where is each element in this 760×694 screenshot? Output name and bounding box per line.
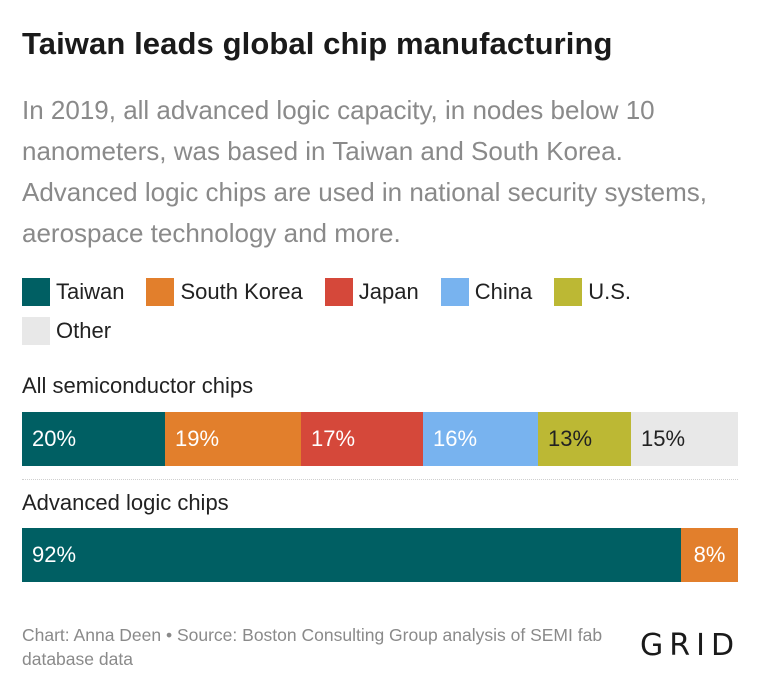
legend-item: U.S. [554,277,631,307]
chart-footer: Chart: Anna Deen • Source: Boston Consul… [22,625,603,669]
legend-swatch [554,278,583,306]
data-label: 20% [32,426,77,451]
grid-logo: GRID [640,628,741,663]
data-label: 13% [548,426,593,451]
bar-title-all-chips: All semiconductor chips [22,373,254,398]
legend-label: Japan [358,279,419,304]
legend-swatch [324,278,353,306]
bar-segment-taiwan: 92% [22,528,681,582]
data-label: 16% [433,426,478,451]
bar-segment-south-korea: 19% [165,412,301,466]
bar-segment-china: 16% [423,412,538,466]
chart-subtitle: In 2019, all advanced logic capacity, in… [22,95,708,248]
bar-segment-other: 15% [631,412,738,466]
bar-all-chips: 20% 19% 17% 16% 13% 15% [22,412,738,466]
legend-item: Japan [324,277,419,307]
bar-segment-south-korea: 8% [681,528,738,582]
data-label: 17% [311,426,356,451]
legend-swatch [440,278,469,306]
data-label: 15% [641,426,686,451]
legend-item: China [440,277,533,307]
bar-segment-taiwan: 20% [22,412,165,466]
legend-item: Other [22,316,111,346]
data-label: 8% [693,542,726,567]
legend-item: South Korea [146,277,303,307]
legend-swatch [22,278,50,306]
bar-segment-japan: 17% [301,412,423,466]
bar-advanced-logic: 92% 8% [22,528,738,582]
legend-label: China [474,279,533,304]
bar-title-advanced-logic: Advanced logic chips [22,490,229,515]
legend: Taiwan South Korea Japan China U.S. Other [22,277,742,346]
data-label: 19% [175,426,220,451]
legend-item: Taiwan [22,277,124,307]
bar-segment-u-s: 13% [538,412,631,466]
divider [22,479,738,480]
legend-swatch [22,317,50,345]
legend-label: U.S. [588,279,632,304]
data-label: 92% [32,542,77,567]
legend-label: South Korea [180,279,303,304]
chart-title: Taiwan leads global chip manufacturing [22,26,613,61]
legend-label: Other [56,318,112,343]
legend-label: Taiwan [56,279,125,304]
legend-swatch [146,278,175,306]
